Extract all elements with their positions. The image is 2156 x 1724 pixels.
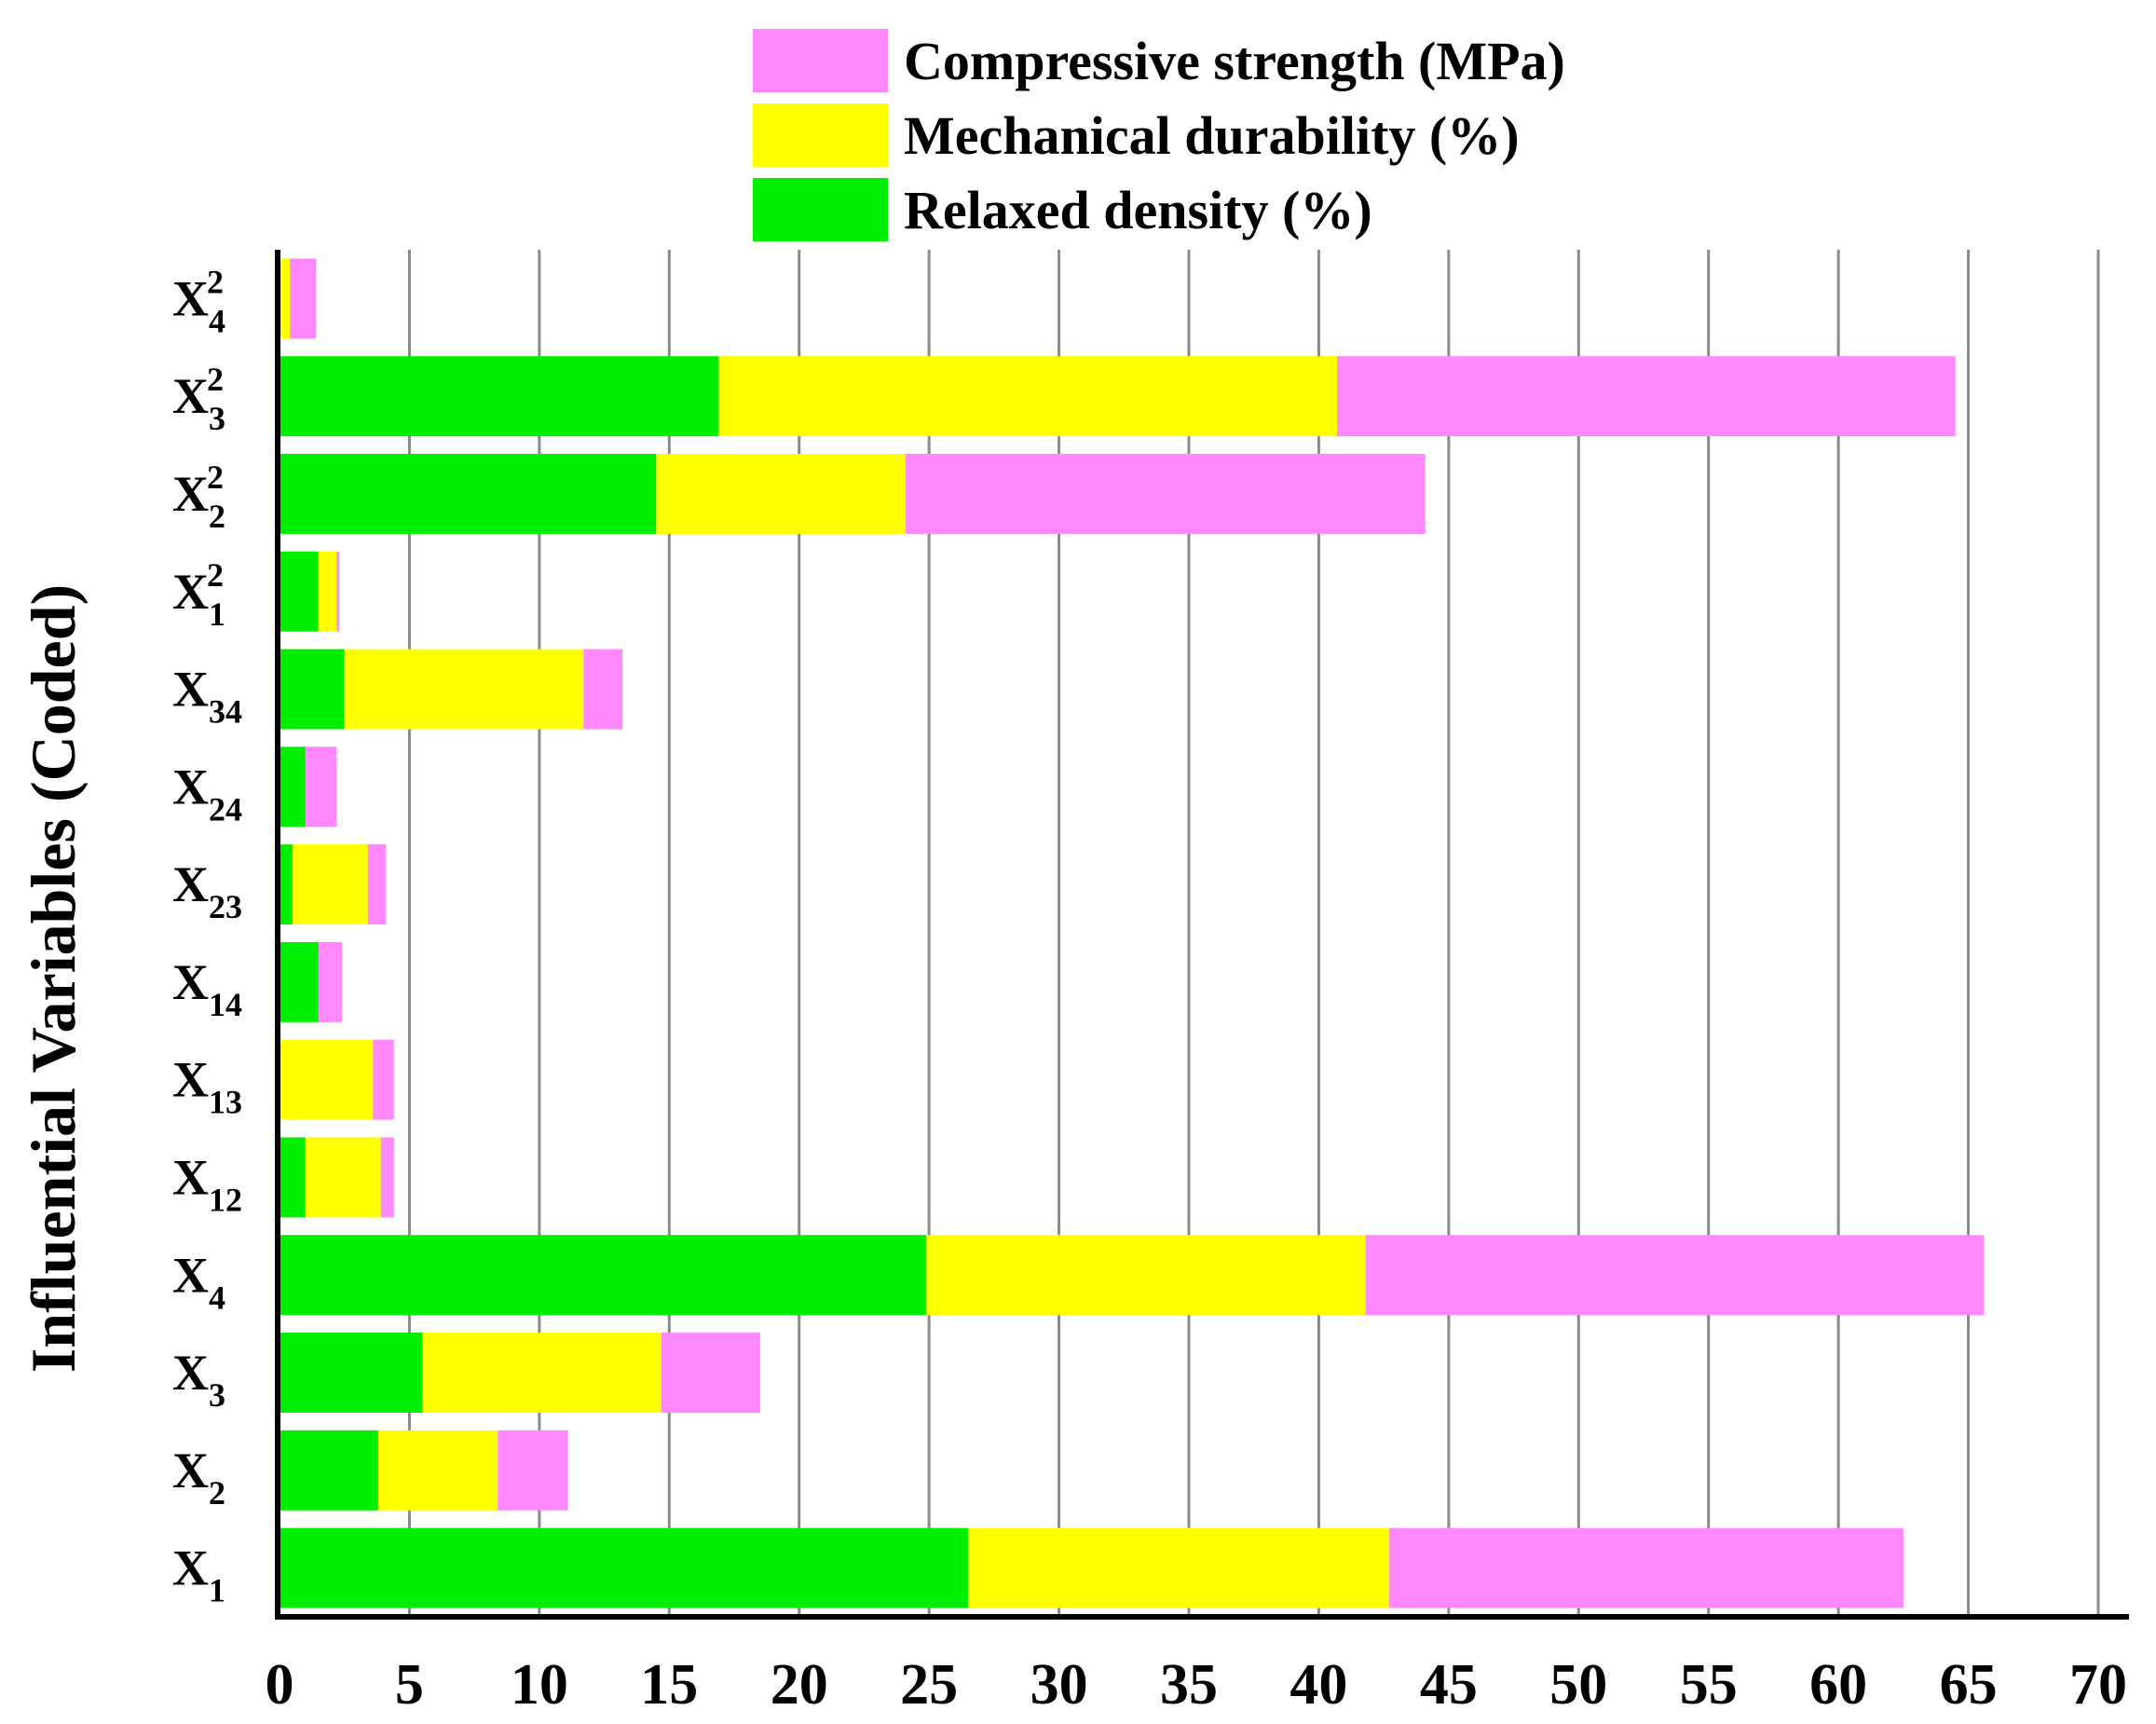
- bar-X2-sq-series-0: [280, 454, 657, 534]
- category-label-X14: X14: [172, 954, 242, 1023]
- bar-X13-series-1: [280, 1039, 374, 1120]
- bar-X34-series-1: [344, 649, 584, 730]
- bar-X23-series-2: [367, 844, 387, 925]
- x-tick-label-10: 10: [511, 1653, 568, 1717]
- x-tick-label-55: 55: [1680, 1653, 1738, 1717]
- bar-X1-sq-series-0: [280, 551, 319, 632]
- bar-X12-series-2: [380, 1137, 394, 1218]
- x-tick-label-30: 30: [1030, 1653, 1088, 1717]
- category-label-X34: X34: [172, 662, 242, 731]
- legend-label-0: Compressive strength (MPa): [904, 31, 1565, 91]
- bar-X14-series-2: [318, 941, 342, 1022]
- y-axis-label: Influential Variables (Coded): [18, 584, 89, 1373]
- bar-X3-sq-series-2: [1336, 356, 1956, 437]
- category-label-X3: X3: [172, 1345, 225, 1414]
- bar-X13-series-2: [373, 1039, 394, 1120]
- bar-X14-series-0: [280, 941, 319, 1022]
- bar-X4-series-1: [926, 1235, 1366, 1316]
- legend-swatch-2: [753, 178, 888, 241]
- bar-X12-series-1: [305, 1137, 381, 1218]
- bar-X34-series-2: [583, 649, 623, 730]
- axes: [275, 250, 2129, 1620]
- bar-X1-series-2: [1388, 1527, 1904, 1608]
- x-tick-label-15: 15: [640, 1653, 698, 1717]
- bar-X24-series-0: [280, 746, 306, 828]
- bar-X4-sq-series-2: [290, 258, 317, 339]
- x-tick-label-60: 60: [1809, 1653, 1867, 1717]
- x-tick-label-50: 50: [1549, 1653, 1607, 1717]
- legend-label-2: Relaxed density (%): [904, 180, 1372, 240]
- x-tick-label-65: 65: [1940, 1653, 1998, 1717]
- bar-X3-series-1: [422, 1333, 662, 1413]
- x-tick-label-25: 25: [900, 1653, 958, 1717]
- legend: Compressive strength (MPa) Mechanical dur…: [753, 29, 1565, 241]
- x-tick-label-35: 35: [1160, 1653, 1218, 1717]
- bar-X3-series-2: [661, 1333, 760, 1413]
- category-label-X4-sq: X42: [172, 263, 225, 339]
- bar-X3-sq-series-0: [280, 356, 719, 437]
- x-tick-label-70: 70: [2069, 1653, 2127, 1717]
- bar-X12-series-0: [280, 1137, 306, 1218]
- category-label-X4: X4: [172, 1247, 225, 1316]
- bar-X1-sq-series-2: [336, 551, 340, 632]
- bar-X2-series-2: [498, 1430, 568, 1511]
- bar-X3-sq-series-1: [718, 356, 1337, 437]
- x-tick-label-40: 40: [1290, 1653, 1347, 1717]
- category-label-X13: X13: [172, 1052, 242, 1121]
- bar-X3-series-0: [280, 1333, 423, 1413]
- legend-swatch-0: [753, 29, 888, 92]
- x-tick-label-5: 5: [395, 1653, 424, 1717]
- category-label-X3-sq: X32: [172, 361, 225, 437]
- bar-X2-series-1: [377, 1430, 498, 1511]
- category-label-X23: X23: [172, 856, 242, 925]
- x-tick-label-45: 45: [1420, 1653, 1478, 1717]
- x-tick-label-0: 0: [266, 1653, 294, 1717]
- x-tick-labels: 0 5 10 15 20 25 30 35 40 45 50 55 60 65 70: [266, 1653, 2128, 1717]
- x-tick-label-20: 20: [771, 1653, 828, 1717]
- category-label-X2: X2: [172, 1443, 225, 1512]
- bar-X1-sq-series-1: [318, 551, 337, 632]
- bar-X2-series-0: [280, 1430, 378, 1511]
- category-label-X12: X12: [172, 1149, 242, 1218]
- bar-X23-series-1: [292, 844, 368, 925]
- bar-X4-series-2: [1365, 1235, 1985, 1316]
- bar-X4-sq-series-1: [280, 258, 291, 339]
- category-label-X1-sq: X12: [172, 556, 225, 633]
- bar-X1-series-1: [967, 1527, 1389, 1608]
- category-labels: X1 X2 X3 X4 X12 X13 X14 X23 X24 X34 X12 X22 X32 X42: [172, 263, 242, 1608]
- bar-X2-sq-series-2: [906, 454, 1426, 534]
- bars: [280, 258, 1985, 1608]
- legend-label-1: Mechanical durability (%): [904, 105, 1520, 166]
- bar-X34-series-0: [280, 649, 345, 730]
- category-label-X24: X24: [172, 759, 242, 828]
- category-label-X2-sq: X22: [172, 458, 225, 535]
- bar-X24-series-2: [305, 746, 337, 828]
- bar-X4-series-0: [280, 1235, 927, 1316]
- category-label-X1: X1: [172, 1540, 225, 1609]
- bar-X23-series-0: [280, 844, 293, 925]
- bar-X1-series-0: [280, 1527, 968, 1608]
- bar-X2-sq-series-1: [656, 454, 907, 534]
- legend-swatch-1: [753, 103, 888, 167]
